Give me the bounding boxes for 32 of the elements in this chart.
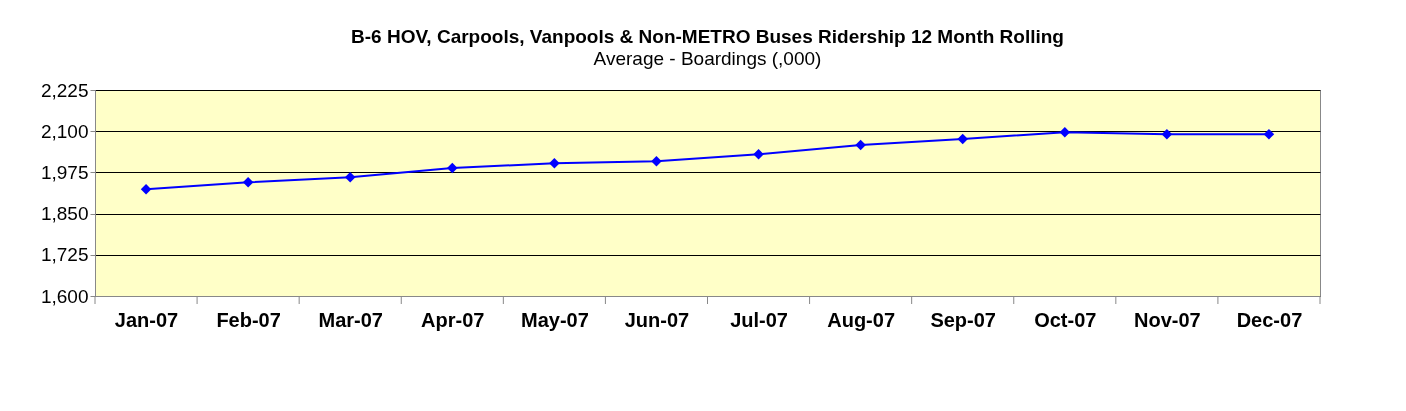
y-tick-label: 1,600 — [40, 285, 89, 307]
x-tick-label: Dec-07 — [1236, 308, 1303, 331]
y-tick-label: 1,975 — [40, 161, 89, 183]
x-tick-label: Mar-07 — [318, 308, 383, 331]
x-tick-label: Jan-07 — [114, 308, 179, 331]
y-tick-label: 1,850 — [40, 203, 89, 225]
point — [1161, 128, 1173, 140]
point — [957, 133, 968, 145]
point — [447, 162, 458, 174]
x-tick-label: Jun-07 — [624, 308, 690, 331]
point — [753, 149, 764, 160]
x-tick-label: Sep-07 — [930, 308, 997, 331]
chart-title: B-6 HOV, Carpools, Vanpools & Non-METRO Buses Ridership 12 Month Rolling — [351, 26, 1064, 47]
x-tick-label: Nov-07 — [1134, 308, 1201, 331]
point — [140, 183, 152, 195]
x-tick-label: Aug-07 — [827, 308, 896, 331]
point — [1059, 126, 1071, 138]
y-tick-label: 1,725 — [40, 244, 89, 266]
point — [549, 157, 560, 169]
point — [344, 172, 356, 183]
y-tick-label: 2,100 — [40, 120, 89, 142]
x-tick-label: Jul-07 — [730, 308, 788, 331]
point — [242, 177, 254, 188]
x-tick-label: Feb-07 — [216, 308, 281, 331]
point — [651, 155, 662, 167]
y-tick-label: 2,225 — [40, 79, 89, 101]
point — [1263, 128, 1275, 140]
x-tick-label: Oct-07 — [1034, 308, 1097, 331]
x-tick-label: Apr-07 — [421, 308, 485, 331]
x-tick-label: May-07 — [520, 308, 589, 331]
chart-subtitle: Average - Boardings (,000) — [593, 48, 822, 69]
point — [855, 139, 866, 151]
